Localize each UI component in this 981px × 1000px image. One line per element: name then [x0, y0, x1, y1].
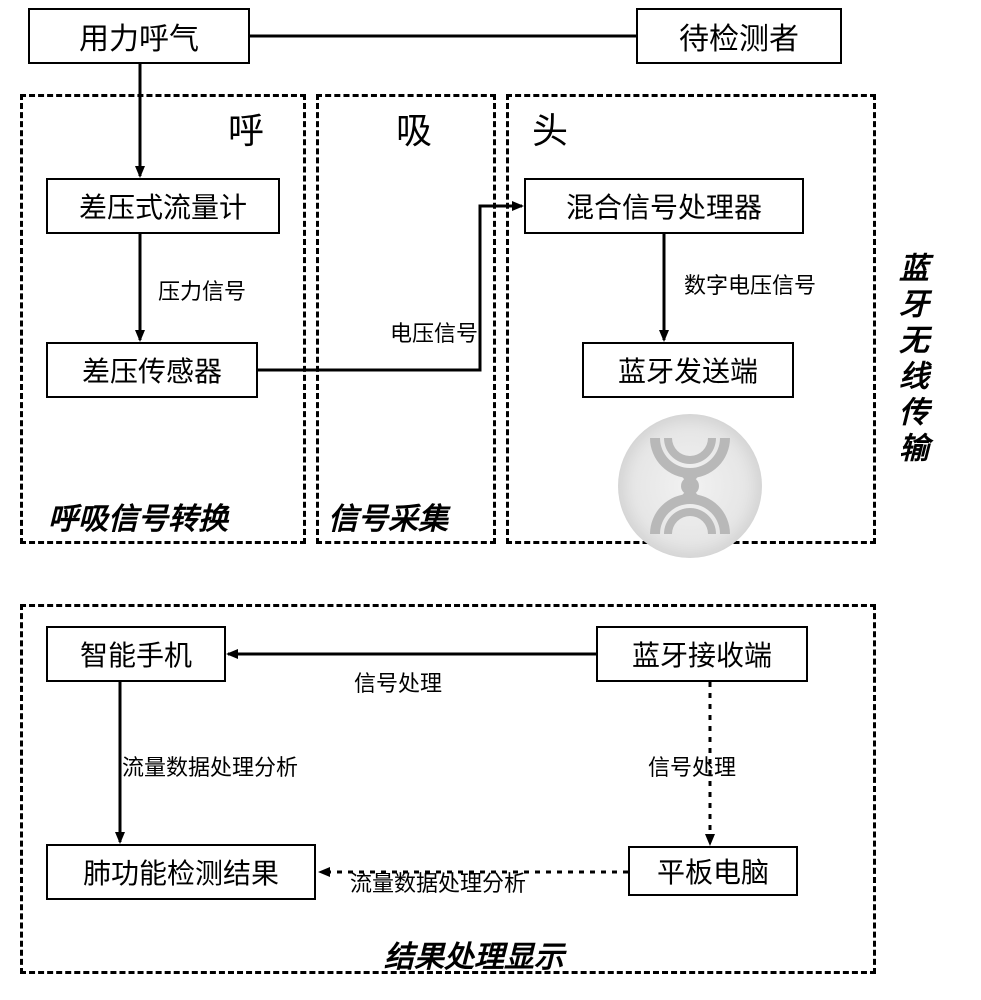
node-tablet-label: 平板电脑 [657, 851, 769, 891]
edge-label-flow1: 流量数据处理分析 [122, 750, 298, 782]
title-char-2: 吸 [396, 102, 432, 154]
node-bt-tx-label: 蓝牙发送端 [618, 350, 758, 390]
group-label-breath-convert: 呼吸信号转换 [48, 494, 228, 538]
node-bt-tx: 蓝牙发送端 [582, 342, 794, 398]
edge-label-voltage: 电压信号 [390, 316, 478, 348]
group-label-result-display: 结果处理显示 [384, 932, 564, 976]
node-flowmeter: 差压式流量计 [46, 178, 280, 234]
edge-label-sigproc2: 信号处理 [648, 750, 736, 782]
node-phone-label: 智能手机 [80, 634, 192, 674]
node-result: 肺功能检测结果 [46, 844, 316, 900]
node-msp: 混合信号处理器 [524, 178, 804, 234]
node-bt-rx: 蓝牙接收端 [596, 626, 808, 682]
title-char-3: 头 [532, 102, 568, 154]
node-phone: 智能手机 [46, 626, 226, 682]
node-bt-rx-label: 蓝牙接收端 [632, 634, 772, 674]
title-char-1: 呼 [228, 102, 264, 154]
node-result-label: 肺功能检测结果 [83, 852, 279, 892]
group-breath-convert [20, 94, 306, 544]
node-flowmeter-label: 差压式流量计 [79, 186, 247, 226]
edge-label-flow2: 流量数据处理分析 [350, 866, 526, 898]
edge-label-sigproc1: 信号处理 [354, 666, 442, 698]
node-dp-sensor-label: 差压传感器 [82, 350, 222, 390]
node-tablet: 平板电脑 [628, 846, 798, 896]
node-msp-label: 混合信号处理器 [566, 186, 762, 226]
node-subject-label: 待检测者 [679, 14, 799, 58]
node-dp-sensor: 差压传感器 [46, 342, 258, 398]
edge-label-digital: 数字电压信号 [684, 268, 816, 300]
node-exhale: 用力呼气 [28, 8, 250, 64]
wireless-icon [618, 414, 762, 558]
node-subject: 待检测者 [636, 8, 842, 64]
group-label-bt-wireless: 蓝牙无线传输 [888, 252, 932, 468]
group-label-signal-collect: 信号采集 [328, 494, 448, 538]
node-exhale-label: 用力呼气 [79, 14, 199, 58]
edge-label-pressure: 压力信号 [158, 274, 246, 306]
